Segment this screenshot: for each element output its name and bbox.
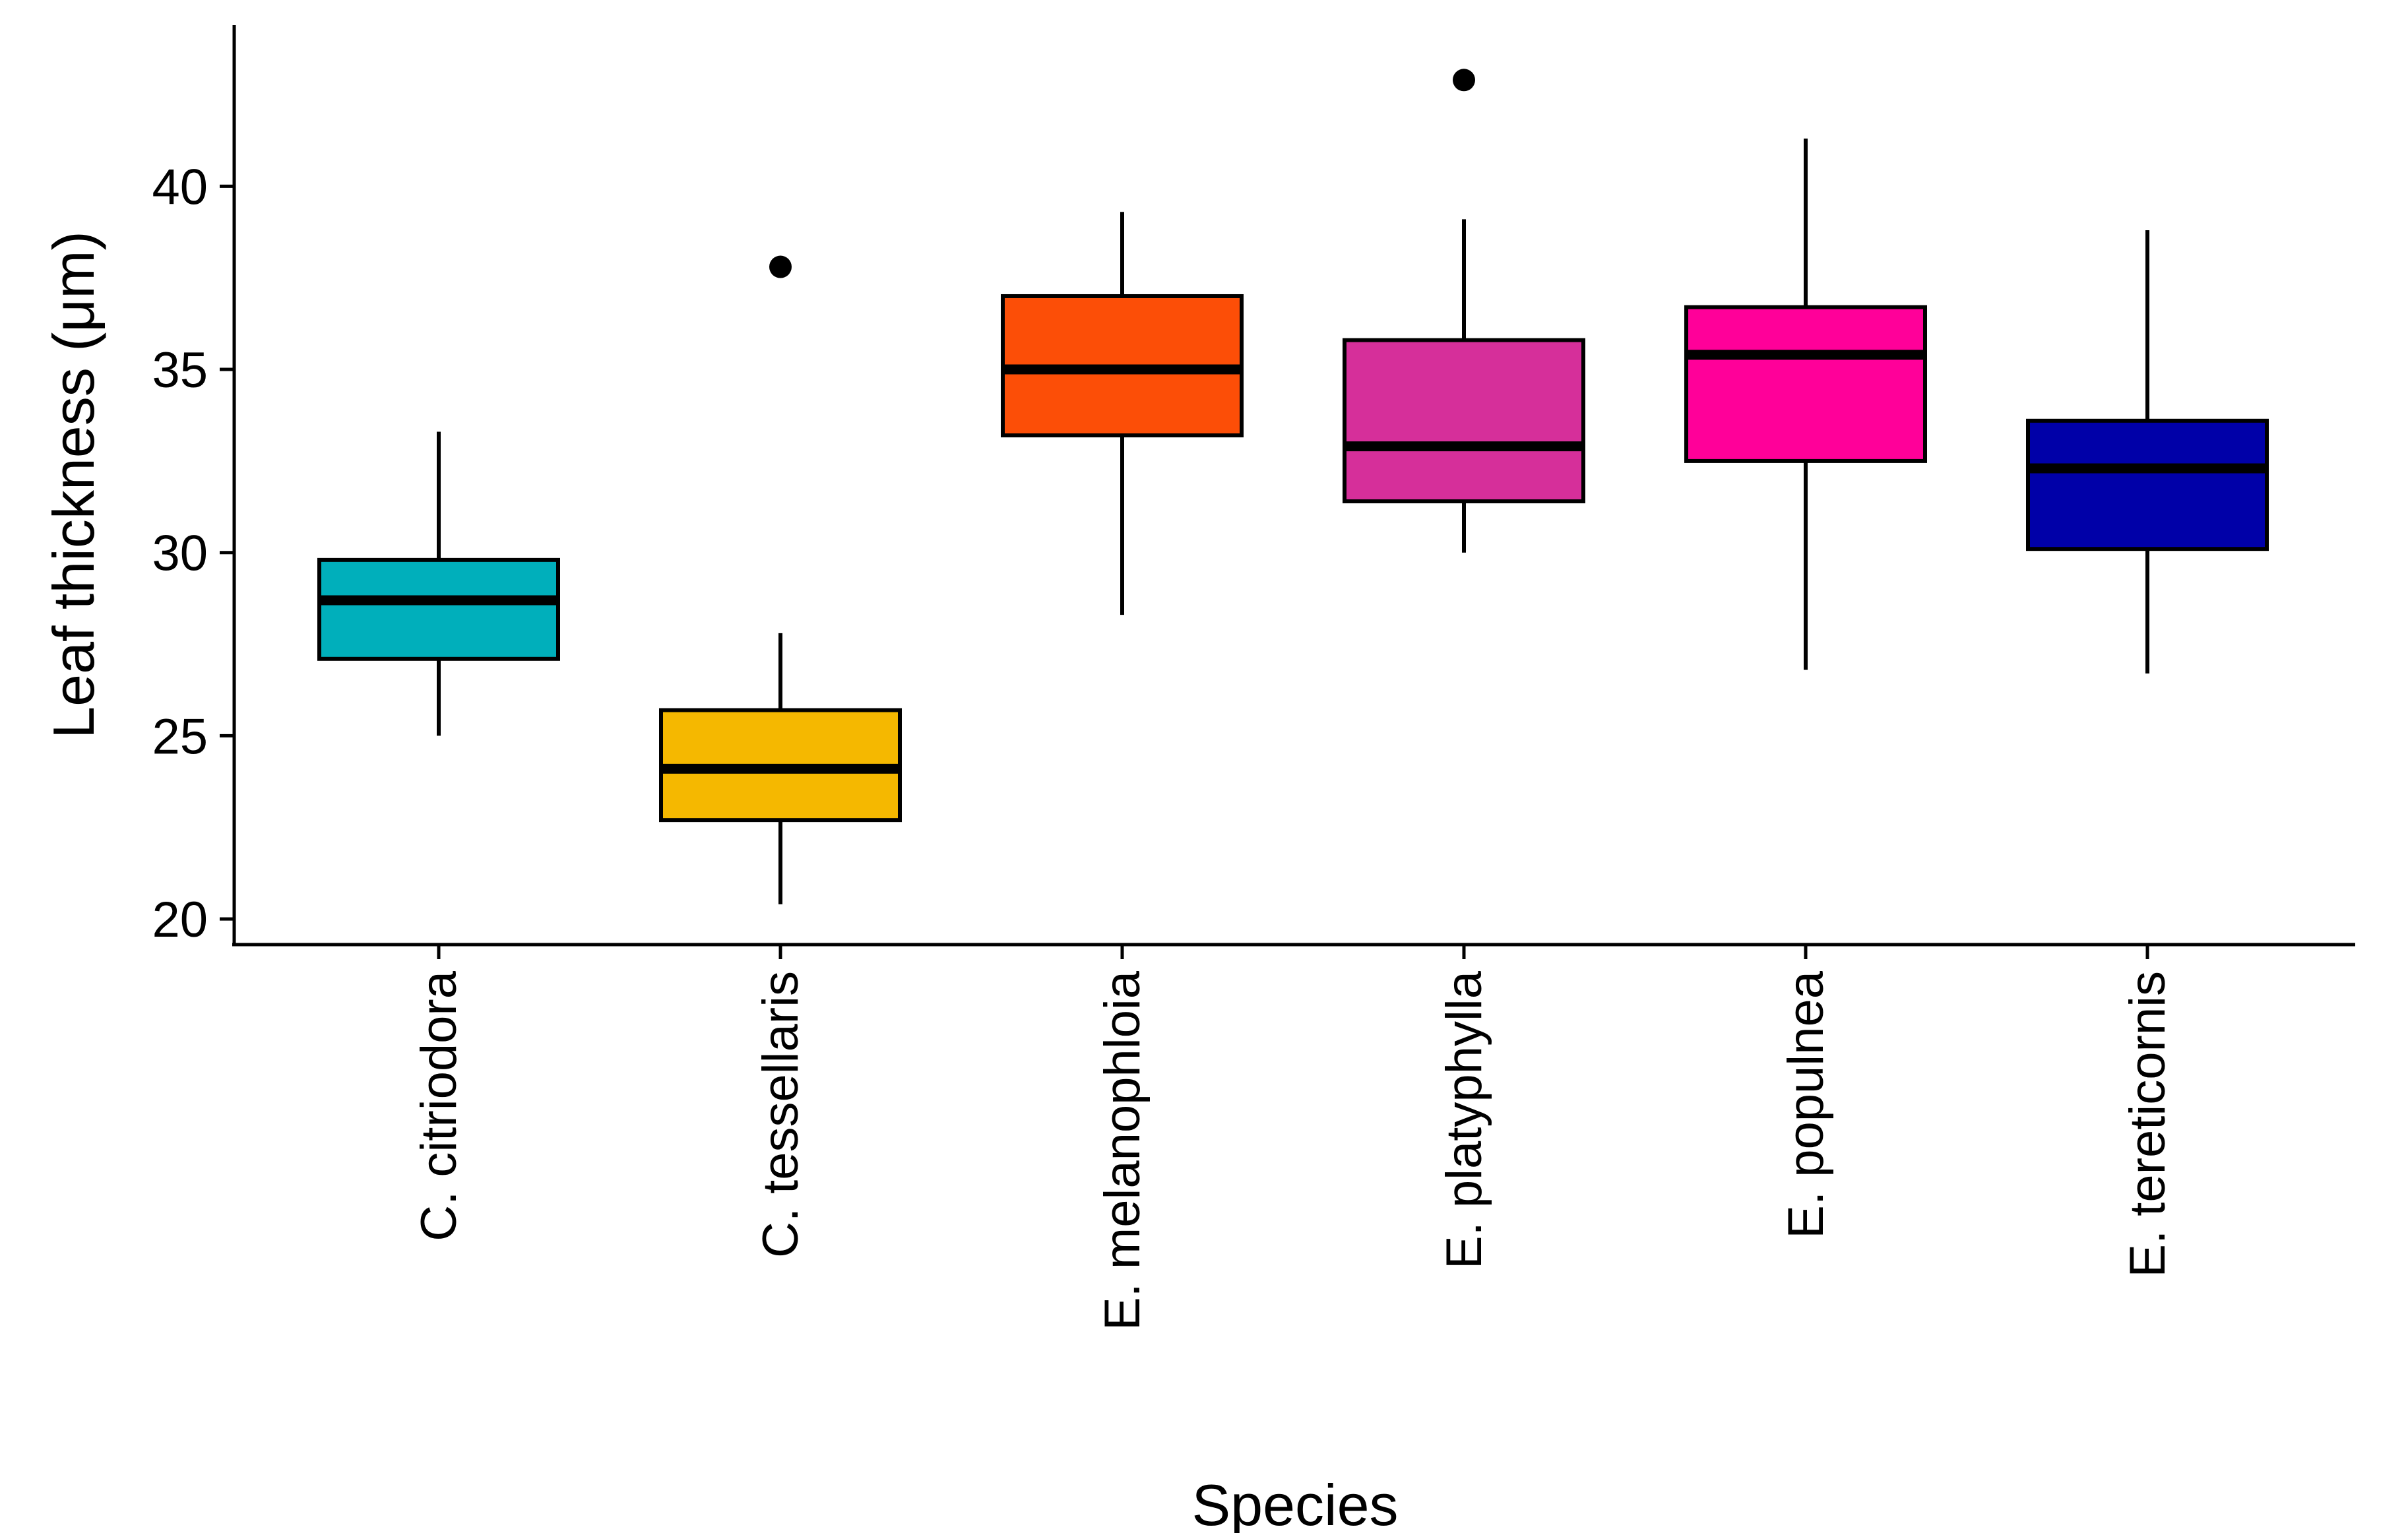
x-tick-label: E. tereticornis xyxy=(2120,971,2176,1278)
box-group xyxy=(1343,69,1585,553)
outlier-point xyxy=(769,255,792,278)
x-axis: C. citriodora C. tessellaris E. melanophlo… xyxy=(232,943,2355,1330)
x-axis-title: Species xyxy=(1191,1472,1398,1533)
x-tick-label: E. populnea xyxy=(1778,970,1834,1238)
box xyxy=(317,557,560,661)
x-tick-label: E. platyphylla xyxy=(1436,970,1492,1269)
y-axis-title: Leaf thickness (μm) xyxy=(41,231,106,739)
y-tick-label: 40 xyxy=(152,159,208,215)
y-axis: 20 25 30 35 40 xyxy=(152,25,236,948)
x-tick-label: C. citriodora xyxy=(411,970,467,1241)
box-group xyxy=(2026,230,2269,674)
box-group xyxy=(317,431,560,736)
y-tick-label: 30 xyxy=(152,526,208,582)
y-tick-label: 35 xyxy=(152,342,208,398)
box-group xyxy=(659,255,902,904)
plot-marks xyxy=(317,69,2269,904)
y-tick-label: 25 xyxy=(152,708,208,765)
box xyxy=(1343,338,1585,503)
box xyxy=(1684,305,1927,463)
box-group xyxy=(1001,212,1244,615)
outlier-point xyxy=(1453,69,1475,92)
x-tick-label: C. tessellaris xyxy=(753,971,809,1258)
y-tick-label: 20 xyxy=(152,892,208,948)
box xyxy=(2026,418,2269,551)
box-group xyxy=(1684,139,1927,670)
x-tick-label: E. melanophloia xyxy=(1094,970,1151,1330)
